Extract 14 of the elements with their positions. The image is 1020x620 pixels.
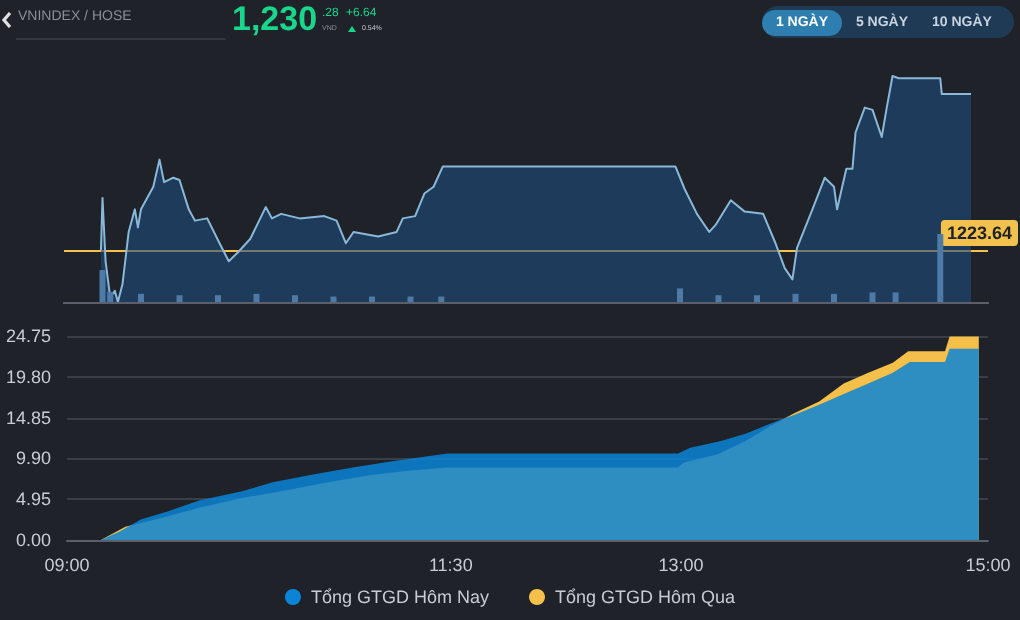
y-tick-label: 19.80 — [5, 366, 52, 387]
x-tick-label: 15:00 — [965, 555, 1011, 575]
x-tick-label: 09:00 — [44, 555, 90, 575]
y-tick-label: 14.85 — [5, 407, 52, 428]
y-tick-label: 4.95 — [15, 489, 52, 510]
annotation: 1223.64 — [946, 223, 1013, 244]
y-tick-label: 0.00 — [15, 530, 52, 550]
y-tick-label: 9.90 — [15, 448, 52, 469]
x-tick-label: 13:00 — [658, 555, 704, 575]
y-tick-label: 24.75 — [5, 326, 52, 346]
x-tick-label: 11:30 — [428, 555, 473, 575]
legend-label: Tổng GTGD Hôm Nay — [310, 587, 490, 607]
text: 1,230 — [232, 0, 318, 40]
legend-label: Tổng GTGD Hôm Qua — [554, 587, 736, 607]
